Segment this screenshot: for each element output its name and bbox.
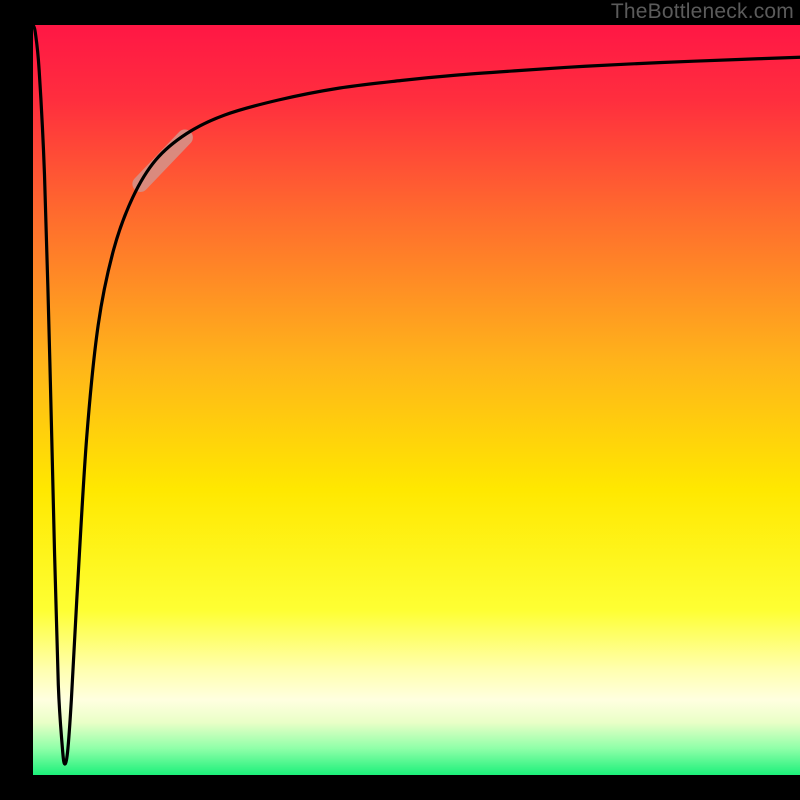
chart-frame: TheBottleneck.com — [0, 0, 800, 800]
plot-area — [33, 25, 800, 775]
watermark-text: TheBottleneck.com — [611, 0, 794, 24]
plot-svg — [33, 25, 800, 775]
gradient-background — [33, 25, 800, 775]
